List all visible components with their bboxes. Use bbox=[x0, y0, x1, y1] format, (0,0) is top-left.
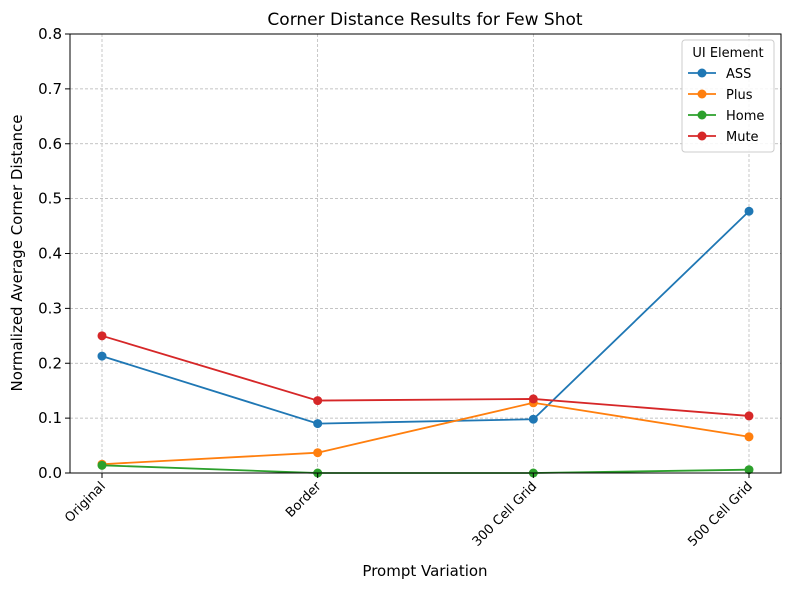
legend-box bbox=[681, 39, 775, 153]
data-point-ass bbox=[313, 419, 323, 429]
data-point-home bbox=[97, 460, 107, 470]
legend-swatch-marker bbox=[697, 68, 707, 78]
legend-swatch-marker bbox=[697, 131, 707, 141]
y-tick-label: 0.7 bbox=[38, 80, 62, 98]
legend-label: ASS bbox=[726, 67, 751, 82]
legend-swatch-marker bbox=[697, 110, 707, 120]
series-line-home bbox=[101, 464, 750, 474]
legend: UI Element ASS Plus Home Mute bbox=[681, 39, 775, 153]
data-point-plus bbox=[744, 432, 754, 442]
y-tick-label: 0.4 bbox=[38, 245, 62, 263]
y-axis-label: Normalized Average Corner Distance bbox=[8, 114, 26, 391]
series-line-ass bbox=[101, 210, 750, 425]
legend-label: Plus bbox=[726, 88, 753, 103]
y-tick-label: 0.0 bbox=[38, 464, 62, 482]
y-axis: 0.0 0.1 0.2 0.3 0.4 0.5 0.6 0.7 0.8 bbox=[38, 25, 70, 482]
chart-title: Corner Distance Results for Few Shot bbox=[267, 10, 582, 30]
data-point-mute bbox=[528, 394, 538, 404]
y-tick-label: 0.1 bbox=[38, 409, 62, 427]
y-tick-label: 0.2 bbox=[38, 354, 62, 372]
data-point-mute bbox=[744, 411, 754, 421]
x-tick-label: Border bbox=[283, 479, 325, 521]
legend-label: Home bbox=[726, 109, 764, 124]
legend-title: UI Element bbox=[692, 46, 763, 61]
legend-label: Mute bbox=[726, 130, 759, 145]
legend-swatch-marker bbox=[697, 89, 707, 99]
grid bbox=[70, 33, 781, 474]
x-tick-label: 300 Cell Grid bbox=[470, 479, 540, 549]
series-line-mute bbox=[101, 334, 750, 417]
data-point-ass bbox=[528, 414, 538, 424]
data-point-ass bbox=[97, 351, 107, 361]
y-tick-label: 0.8 bbox=[38, 25, 62, 43]
data-point-ass bbox=[744, 206, 754, 216]
y-tick-label: 0.6 bbox=[38, 135, 62, 153]
data-point-mute bbox=[313, 396, 323, 406]
y-tick-label: 0.5 bbox=[38, 190, 62, 208]
x-axis: Original Border 300 Cell Grid 500 Cell Grid bbox=[62, 473, 756, 550]
series-layer bbox=[97, 206, 754, 478]
x-axis-label: Prompt Variation bbox=[362, 562, 487, 580]
data-point-plus bbox=[313, 448, 323, 458]
x-tick-label: Original bbox=[62, 479, 109, 526]
x-tick-label: 500 Cell Grid bbox=[685, 479, 755, 549]
data-point-mute bbox=[97, 331, 107, 341]
data-point-home bbox=[744, 465, 754, 475]
y-tick-label: 0.3 bbox=[38, 299, 62, 317]
series-line-plus bbox=[101, 401, 750, 466]
